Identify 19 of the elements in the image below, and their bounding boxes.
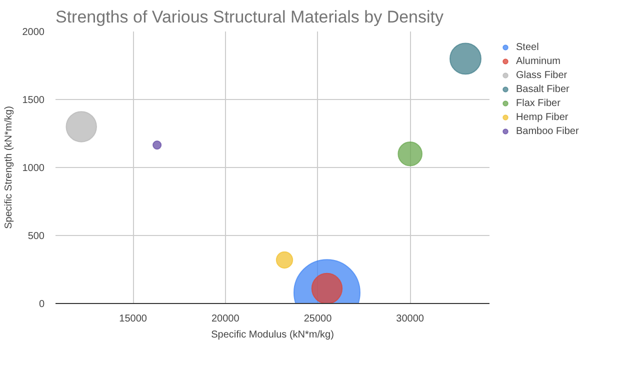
legend-label: Flax Fiber bbox=[516, 97, 560, 109]
legend-label: Aluminum bbox=[516, 55, 560, 67]
chart-title: Strengths of Various Structural Materials by Density bbox=[56, 8, 444, 26]
x-tick-label: 15000 bbox=[119, 314, 148, 324]
x-axis-title: Specific Modulus (kN*m/kg) bbox=[211, 330, 334, 340]
legend-label: Basalt Fiber bbox=[516, 83, 570, 95]
legend-label: Steel bbox=[516, 41, 539, 53]
x-tick-label: 25000 bbox=[304, 314, 332, 324]
legend-label: Bamboo Fiber bbox=[516, 125, 579, 137]
y-tick-label: 1500 bbox=[22, 95, 45, 106]
y-tick-label: 500 bbox=[28, 231, 45, 242]
y-axis-title: Specific Strength (kN*m/kg) bbox=[3, 106, 14, 229]
x-tick-label: 20000 bbox=[212, 314, 240, 324]
y-tick-label: 1000 bbox=[22, 163, 45, 174]
y-tick-label: 0 bbox=[38, 299, 45, 310]
legend-label: Hemp Fiber bbox=[516, 111, 568, 123]
x-tick-label: 30000 bbox=[396, 314, 424, 324]
legend-label: Glass Fiber bbox=[516, 69, 568, 81]
y-tick-label: 2000 bbox=[22, 27, 45, 38]
